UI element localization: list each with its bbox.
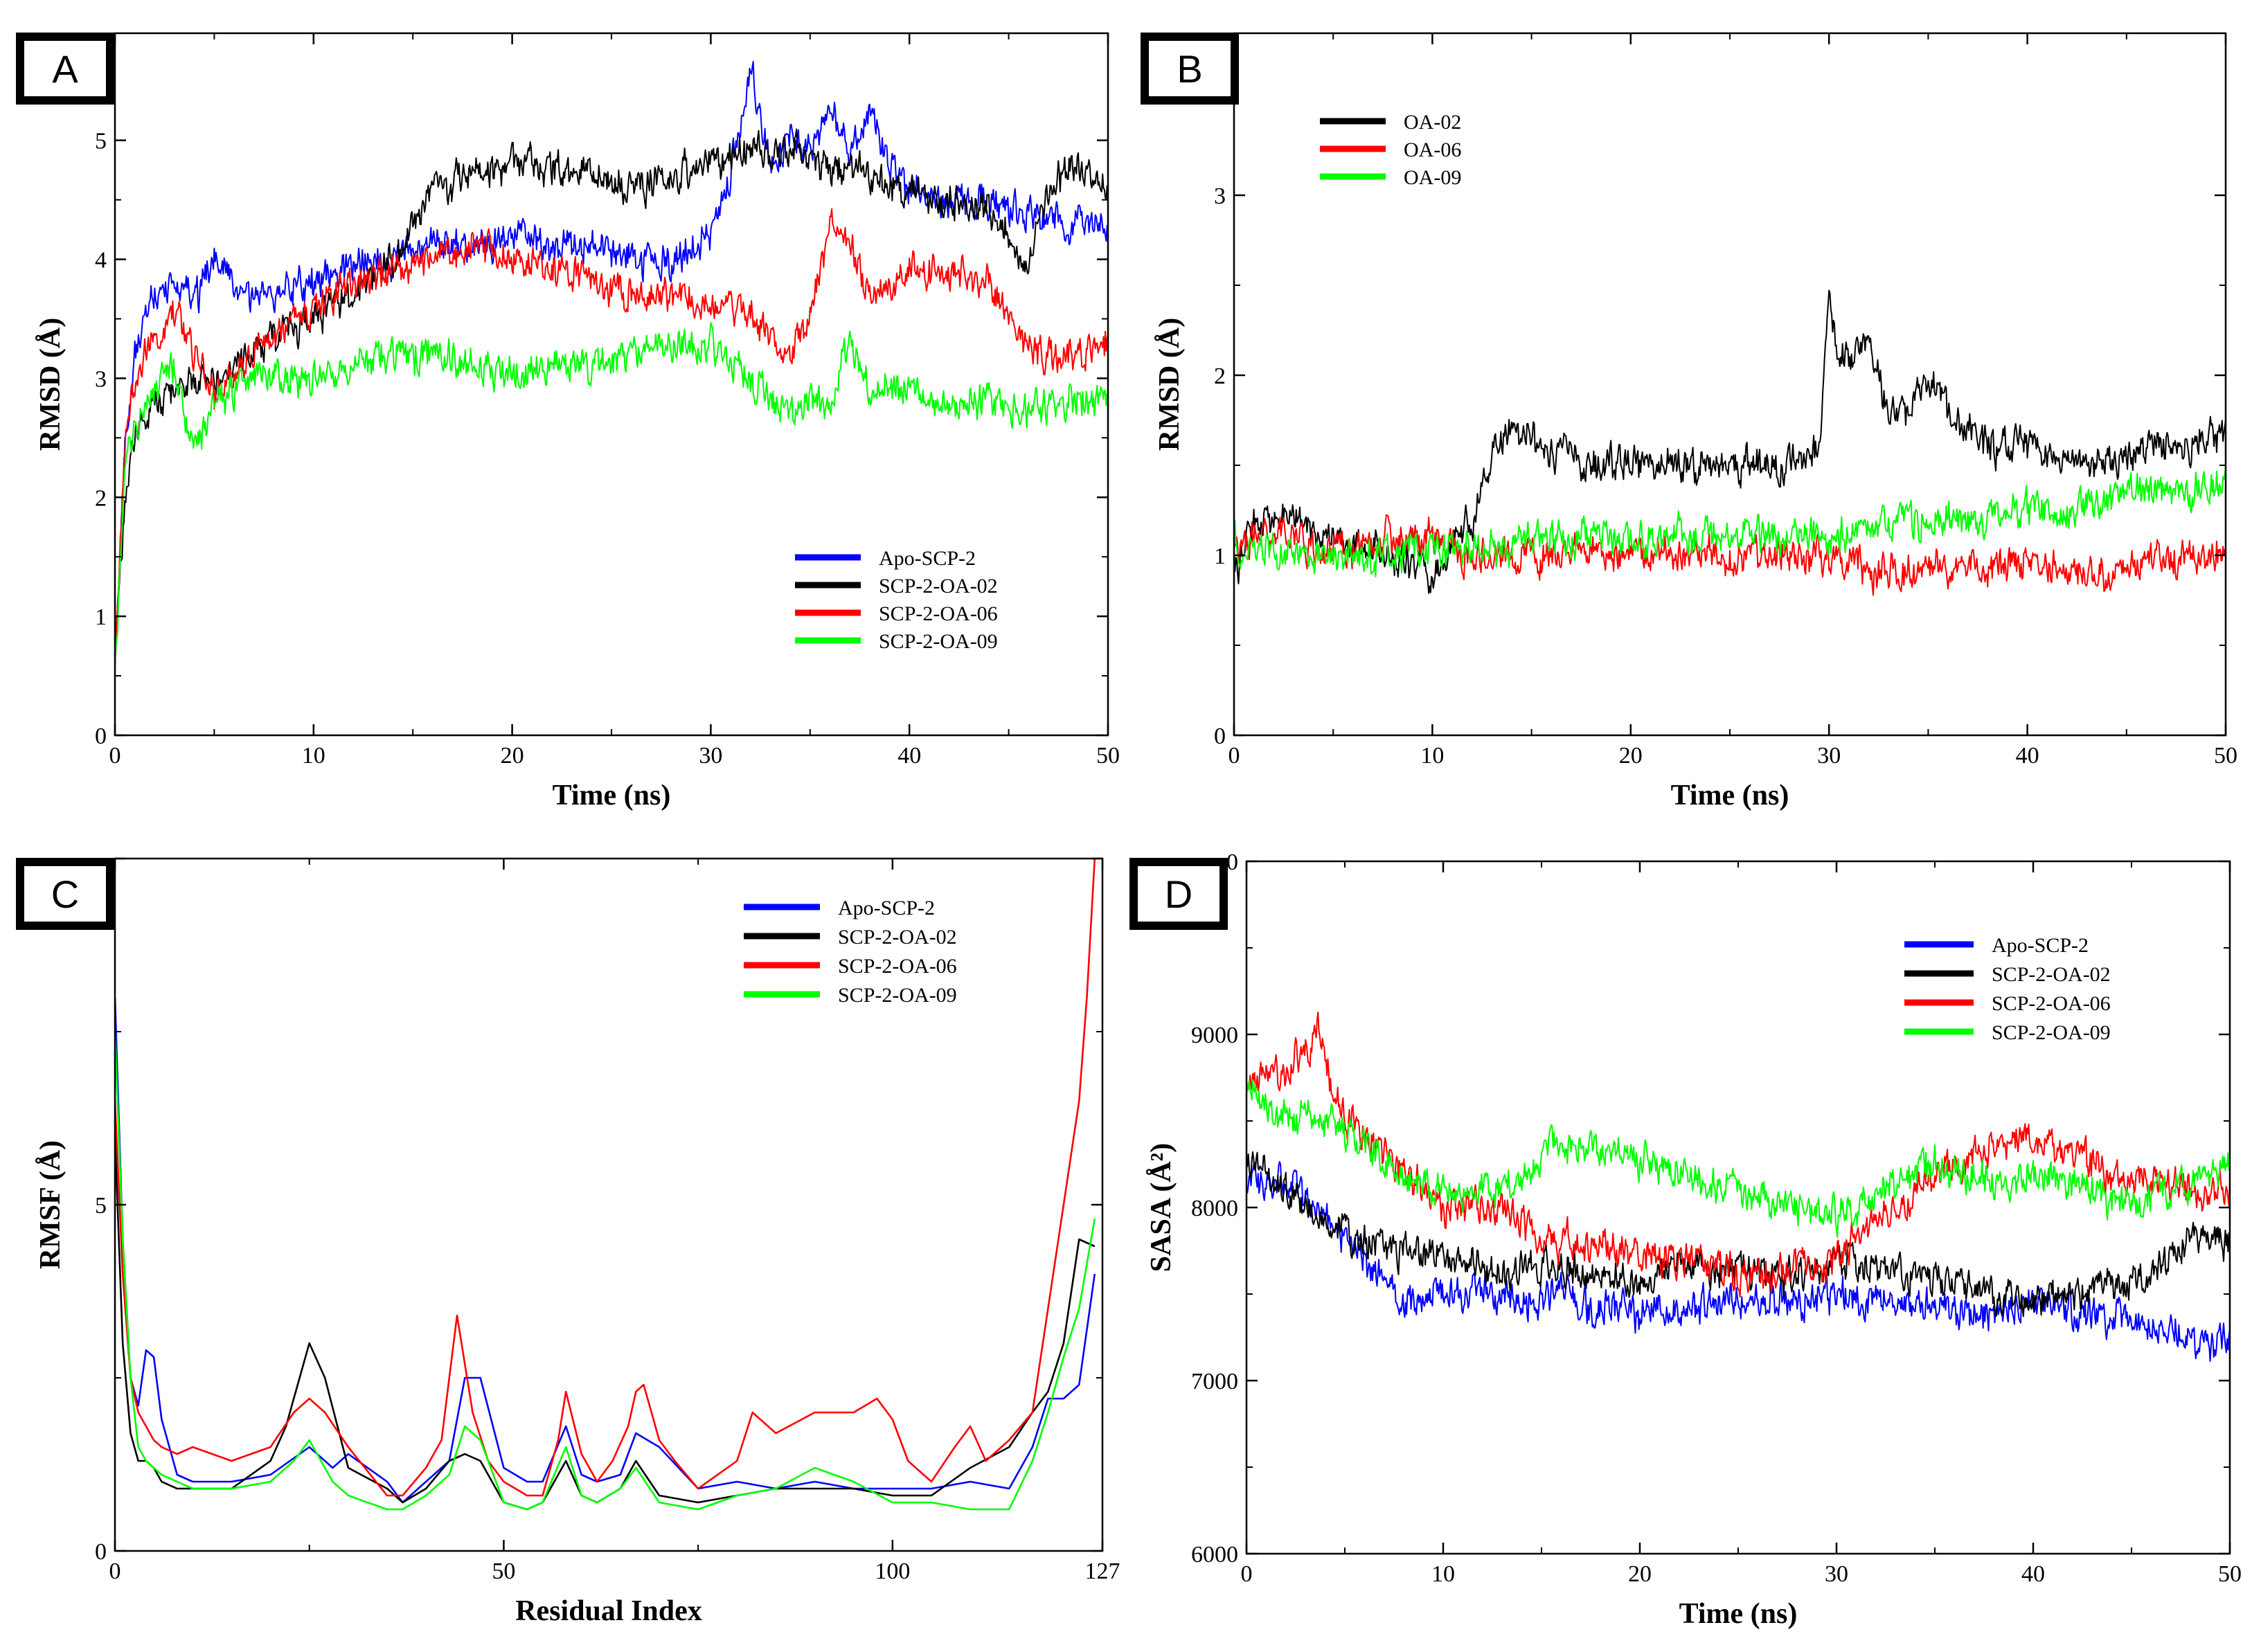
panel-label: A bbox=[52, 47, 78, 91]
y-tick-label: 8000 bbox=[1191, 1196, 1238, 1221]
x-tick-label: 40 bbox=[2016, 743, 2039, 769]
x-tick-label: 50 bbox=[1096, 743, 1120, 769]
x-tick-label: 30 bbox=[1817, 743, 1841, 769]
legend-label: Apo-SCP-2 bbox=[879, 547, 976, 570]
series-line-scp-2-oa-02 bbox=[115, 1135, 1096, 1511]
series-line-scp-2-oa-06 bbox=[1246, 1012, 2230, 1298]
y-tick-label: 1 bbox=[95, 604, 107, 630]
legend-label: OA-06 bbox=[1404, 138, 1461, 161]
legend: Apo-SCP-2 SCP-2-OA-02 SCP-2-OA-06 SCP-2-OA-… bbox=[1904, 934, 2111, 1044]
y-tick-label: 2 bbox=[1214, 363, 1226, 389]
x-axis-title: Time (ns) bbox=[1671, 780, 1789, 811]
x-tick-label: 0 bbox=[1241, 1561, 1253, 1587]
x-tick-label: 100 bbox=[875, 1559, 910, 1584]
legend-label: OA-02 bbox=[1404, 111, 1461, 134]
series-line-oa-09 bbox=[1234, 466, 2226, 577]
legend-label: SCP-2-OA-09 bbox=[1992, 1021, 2111, 1044]
x-tick-label: 20 bbox=[1619, 743, 1643, 769]
x-tick-label: 10 bbox=[1431, 1561, 1455, 1587]
legend-label: Apo-SCP-2 bbox=[838, 897, 935, 919]
x-axis-title: Residual Index bbox=[515, 1595, 702, 1627]
y-tick-label: 4 bbox=[95, 248, 107, 273]
x-tick-label: 20 bbox=[501, 743, 524, 769]
legend-label: SCP-2-OA-02 bbox=[879, 575, 998, 598]
plot-frame bbox=[1233, 32, 2227, 737]
y-axis-title: SASA (Å²) bbox=[1145, 1143, 1177, 1272]
series-group bbox=[115, 859, 1096, 1511]
legend-label: SCP-2-OA-09 bbox=[879, 630, 998, 653]
series-group bbox=[115, 60, 1108, 668]
x-axis-title: Time (ns) bbox=[1679, 1598, 1798, 1630]
x-tick-label: 0 bbox=[109, 1559, 121, 1584]
series-line-scp-2-oa-06 bbox=[115, 859, 1096, 1497]
x-tick-label: 10 bbox=[302, 743, 325, 769]
series-line-oa-02 bbox=[1234, 289, 2226, 594]
series-line-scp-2-oa-02 bbox=[1246, 1151, 2230, 1318]
x-tick-label: 20 bbox=[1628, 1561, 1652, 1587]
panel-label-box bbox=[1129, 858, 1228, 930]
legend-label: SCP-2-OA-06 bbox=[1992, 992, 2111, 1015]
y-axis-title: RMSD (Å) bbox=[35, 318, 66, 451]
x-tick-label: 0 bbox=[109, 743, 121, 769]
y-tick-label: 5 bbox=[95, 129, 107, 154]
y-tick-label: 1 bbox=[1214, 544, 1226, 569]
x-tick-label: 30 bbox=[699, 743, 722, 769]
x-tick-label: 50 bbox=[492, 1559, 515, 1584]
x-tick-label: 40 bbox=[2021, 1561, 2045, 1587]
series-line-apo-scp-2 bbox=[115, 60, 1108, 668]
series-group bbox=[1234, 289, 2226, 596]
y-axis-title: RMSD (Å) bbox=[1154, 318, 1186, 451]
y-tick-label: 3 bbox=[1214, 183, 1226, 209]
legend-label: Apo-SCP-2 bbox=[1992, 934, 2089, 957]
legend: OA-02 OA-06 OA-09 bbox=[1320, 111, 1461, 189]
x-tick-label: 0 bbox=[1228, 743, 1240, 769]
y-tick-label: 0 bbox=[95, 724, 107, 749]
y-tick-label: 3 bbox=[95, 366, 107, 392]
legend-label: OA-09 bbox=[1404, 166, 1461, 189]
series-line-scp-2-oa-09 bbox=[115, 1031, 1096, 1511]
legend: Apo-SCP-2 SCP-2-OA-02 SCP-2-OA-06 SCP-2-OA-… bbox=[795, 547, 998, 653]
x-tick-label: 50 bbox=[2218, 1561, 2242, 1587]
panel-label-box bbox=[1141, 33, 1239, 105]
x-tick-label: 40 bbox=[897, 743, 921, 769]
x-tick-label: 10 bbox=[1420, 743, 1444, 769]
y-axis-title: RMSF (Å) bbox=[35, 1140, 66, 1269]
legend-label: SCP-2-OA-02 bbox=[1992, 963, 2111, 986]
panel-label: D bbox=[1165, 872, 1192, 916]
series-line-scp-2-oa-09 bbox=[115, 322, 1108, 664]
y-tick-label: 0 bbox=[1226, 850, 1238, 875]
legend-label: SCP-2-OA-02 bbox=[838, 926, 957, 949]
y-tick-label: 0 bbox=[95, 1539, 107, 1565]
chart-panel-d: 0 10 20 30 40 50 6000 7000 8000 9000 0 Time (ns) SAS… bbox=[1129, 850, 2242, 1630]
series-line-apo-scp-2 bbox=[1246, 1161, 2230, 1362]
x-tick-label: 127 bbox=[1085, 1559, 1120, 1584]
x-tick-label: 30 bbox=[1825, 1561, 1848, 1587]
legend-label: SCP-2-OA-09 bbox=[838, 984, 957, 1007]
series-line-apo-scp-2 bbox=[115, 996, 1096, 1504]
y-tick-label: 6000 bbox=[1191, 1542, 1238, 1568]
panel-label-box bbox=[16, 858, 114, 930]
y-tick-label: 2 bbox=[95, 485, 107, 511]
chart-panel-a: 0 10 20 30 40 50 0 1 2 3 4 5 Time (ns) RMSD (Å) Apo-SC… bbox=[16, 32, 1120, 811]
panel-label: C bbox=[51, 872, 79, 916]
x-tick-label: 50 bbox=[2214, 743, 2237, 769]
series-line-oa-06 bbox=[1234, 514, 2226, 596]
panel-label: B bbox=[1177, 47, 1202, 91]
chart-panel-c: 0 50 100 127 0 5 Residual Index RMSF (Å) Apo-SCP… bbox=[16, 857, 1120, 1627]
legend-label: SCP-2-OA-06 bbox=[838, 955, 957, 978]
series-line-scp-2-oa-06 bbox=[115, 208, 1108, 658]
legend-label: SCP-2-OA-06 bbox=[879, 602, 998, 625]
series-group bbox=[1246, 1012, 2230, 1362]
y-tick-label: 9000 bbox=[1191, 1023, 1238, 1048]
y-tick-label: 0 bbox=[1214, 724, 1226, 749]
series-line-scp-2-oa-09 bbox=[1246, 1079, 2230, 1238]
y-tick-label: 7000 bbox=[1191, 1369, 1238, 1394]
y-tick-label: 5 bbox=[95, 1193, 107, 1219]
legend: Apo-SCP-2 SCP-2-OA-02 SCP-2-OA-06 SCP-2-OA-… bbox=[744, 897, 957, 1007]
panel-label-box bbox=[16, 33, 114, 105]
x-axis-title: Time (ns) bbox=[553, 780, 671, 811]
